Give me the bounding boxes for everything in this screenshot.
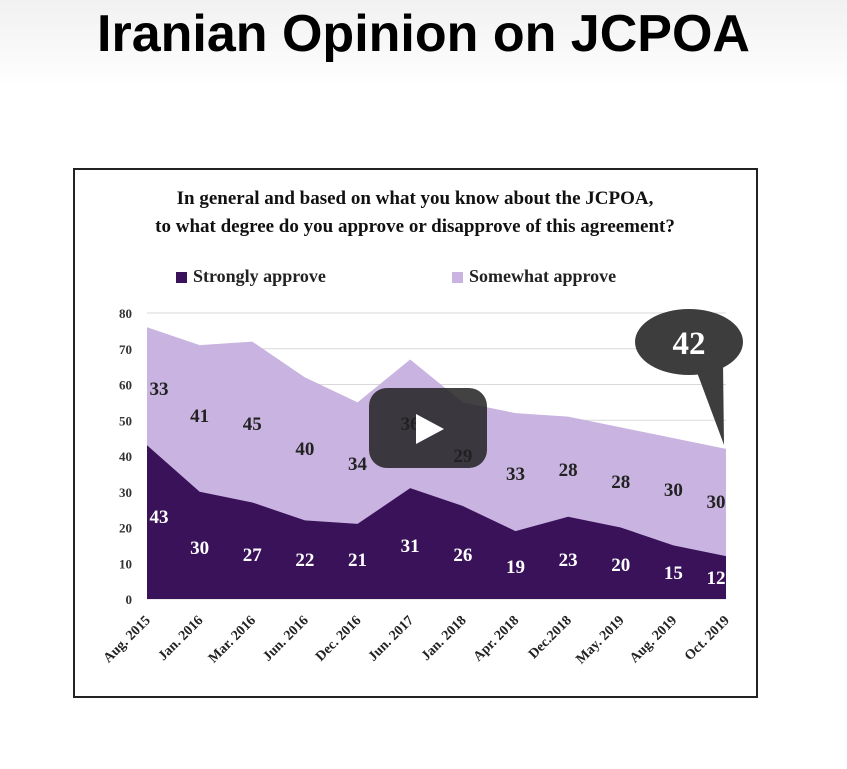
title-band [0,0,847,88]
x-tick-label: Aug. 2019 [627,613,680,666]
strongly-value-label: 12 [707,568,726,589]
y-tick-label: 80 [119,306,132,321]
callout-pointer [695,362,724,445]
somewhat-value-label: 41 [190,406,209,427]
legend-label-somewhat: Somewhat approve [469,266,616,286]
legend-swatch-strongly [176,272,187,283]
x-tick-label: Jun. 2017 [366,613,417,664]
strongly-value-label: 27 [243,545,262,566]
y-tick-label: 30 [119,485,132,500]
strongly-value-label: 26 [453,545,472,566]
chart-title-line-1: In general and based on what you know ab… [177,188,654,209]
y-tick-label: 50 [119,413,132,428]
somewhat-value-label: 28 [559,460,578,481]
play-icon [416,414,444,444]
strongly-value-label: 20 [611,555,630,576]
callout-value: 42 [673,326,706,362]
legend-label-strongly: Strongly approve [193,266,326,286]
video-play-button[interactable] [369,388,487,468]
x-tick-label: Jan. 2018 [419,613,470,664]
strongly-value-label: 43 [150,507,169,528]
y-tick-label: 60 [119,378,132,393]
y-axis: 0 10 20 30 40 50 60 70 80 [119,306,132,607]
x-tick-label: Aug. 2015 [101,613,154,666]
strongly-value-label: 21 [348,550,367,571]
y-tick-label: 40 [119,449,132,464]
x-tick-label: Apr. 2018 [471,613,522,664]
legend-swatch-somewhat [452,272,463,283]
x-tick-label: Jun. 2016 [260,613,311,664]
x-tick-label: Jan. 2016 [156,613,207,664]
somewhat-value-label: 45 [243,414,262,435]
x-tick-label: Dec.2018 [526,613,575,662]
somewhat-value-label: 40 [295,439,314,460]
x-tick-label: May. 2019 [573,613,627,667]
x-axis: Aug. 2015 Jan. 2016 Mar. 2016 Jun. 2016 Dec.… [101,613,733,667]
somewhat-value-label: 34 [348,454,368,475]
callout-bubble: 42 [635,309,743,445]
strongly-value-label: 23 [559,550,578,571]
y-tick-label: 20 [119,521,132,536]
strongly-approve-area [147,445,726,599]
somewhat-value-label: 30 [664,480,683,501]
somewhat-value-label: 33 [506,464,525,485]
y-tick-label: 70 [119,342,132,357]
chart-title-line-2: to what degree do you approve or disappr… [155,216,675,237]
callout-ellipse [635,309,743,375]
y-tick-label: 0 [126,592,133,607]
x-tick-label: Dec. 2016 [313,613,364,664]
y-tick-label: 10 [119,556,132,571]
x-tick-label: Oct. 2019 [682,613,733,664]
strongly-value-label: 22 [295,550,314,571]
strongly-value-label: 31 [401,536,420,557]
strongly-value-label: 19 [506,557,525,578]
somewhat-value-label: 33 [150,379,169,400]
somewhat-value-label: 30 [707,492,726,513]
slide-title: Iranian Opinion on JCPOA [97,5,750,63]
strongly-value-label: 15 [664,563,683,584]
strongly-value-label: 30 [190,538,209,559]
x-tick-label: Mar. 2016 [206,613,259,666]
somewhat-value-label: 28 [611,472,630,493]
